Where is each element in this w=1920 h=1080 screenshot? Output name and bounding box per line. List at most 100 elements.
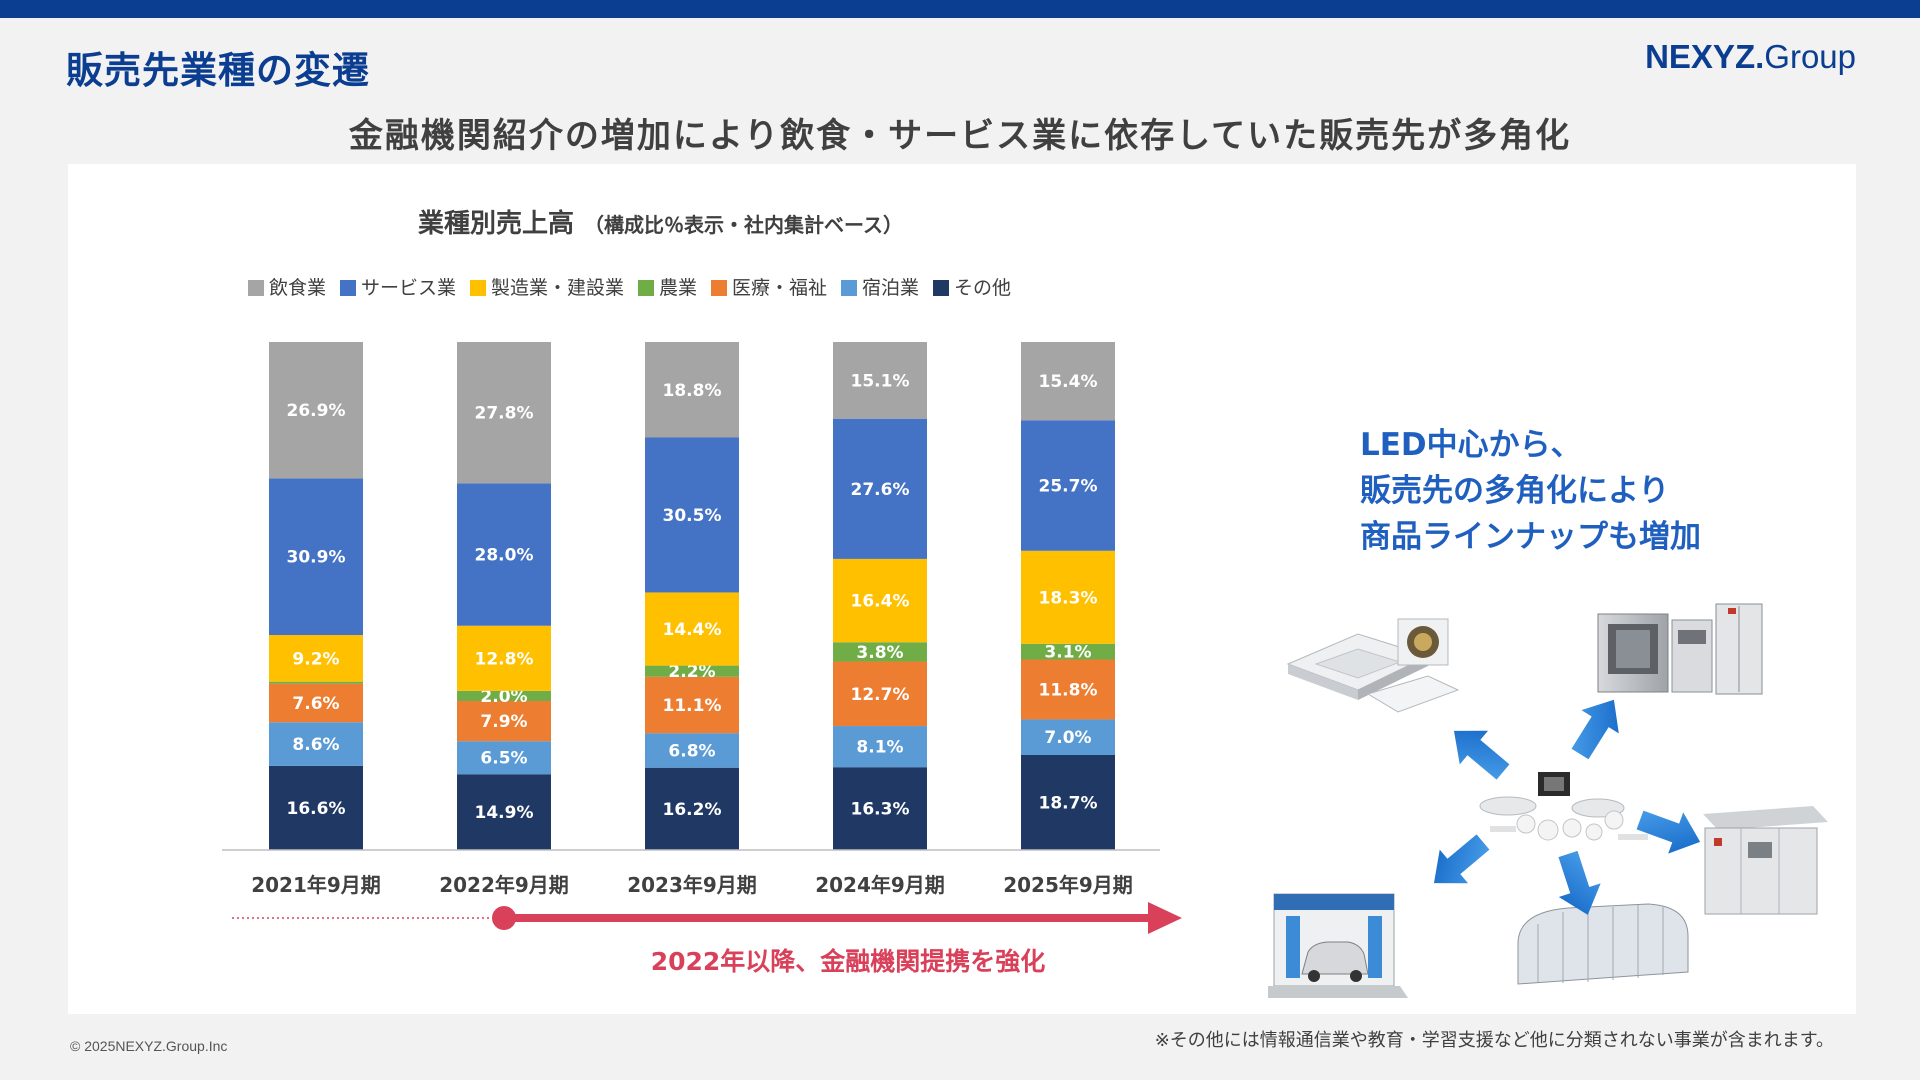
legend-swatch bbox=[638, 280, 654, 296]
bar-segment bbox=[833, 558, 927, 643]
legend-label: 製造業・建設業 bbox=[491, 277, 624, 299]
legend-swatch bbox=[248, 280, 264, 296]
data-label: 7.6% bbox=[292, 694, 339, 714]
bar-segment bbox=[1021, 550, 1115, 644]
data-label: 15.4% bbox=[1039, 372, 1098, 392]
logo-main: NEXYZ. bbox=[1645, 38, 1765, 75]
data-label: 27.8% bbox=[475, 404, 534, 424]
data-label: 18.8% bbox=[663, 381, 722, 401]
data-label: 11.8% bbox=[1039, 680, 1098, 700]
kitchen-equipment-icon bbox=[1597, 603, 1763, 695]
bar-segment bbox=[457, 342, 551, 484]
data-label: 3.8% bbox=[856, 643, 903, 663]
data-label: 28.0% bbox=[475, 546, 534, 566]
bar-segment bbox=[645, 665, 739, 677]
x-tick-label: 2024年9月期 bbox=[815, 873, 945, 897]
timeline-start-dot bbox=[492, 906, 516, 930]
data-label: 27.6% bbox=[851, 480, 910, 500]
bar-segment bbox=[269, 765, 363, 850]
bar-segment bbox=[645, 733, 739, 768]
legend-label: サービス業 bbox=[361, 277, 456, 299]
bar-segment bbox=[269, 683, 363, 723]
timeline-arrowhead bbox=[1148, 902, 1182, 934]
bar-segment bbox=[1021, 420, 1115, 551]
bar-segment bbox=[833, 726, 927, 768]
bar-segment bbox=[457, 690, 551, 702]
bar-segment bbox=[1021, 659, 1115, 720]
x-tick-label: 2022年9月期 bbox=[439, 873, 569, 897]
data-label: 11.1% bbox=[663, 696, 722, 716]
bar-segment bbox=[457, 625, 551, 691]
data-label: 26.9% bbox=[287, 401, 346, 421]
legend-swatch bbox=[933, 280, 949, 296]
legend-label: その他 bbox=[954, 277, 1011, 299]
arrow-to-cabinet-icon bbox=[1636, 810, 1701, 854]
x-tick-label: 2023年9月期 bbox=[627, 873, 757, 897]
data-label: 16.3% bbox=[851, 800, 910, 820]
data-label: 14.4% bbox=[663, 620, 722, 640]
electrical-cabinet-icon bbox=[1703, 806, 1828, 915]
car-wash-icon bbox=[1268, 893, 1408, 998]
bar-segment bbox=[645, 342, 739, 438]
logo: NEXYZ.Group bbox=[1645, 38, 1856, 76]
bar-segment bbox=[833, 642, 927, 662]
data-label: 16.6% bbox=[287, 799, 346, 819]
bar-segment bbox=[269, 635, 363, 682]
data-label: 30.5% bbox=[663, 506, 722, 526]
air-conditioner-icon bbox=[1286, 618, 1460, 713]
led-products-icon bbox=[1479, 772, 1648, 841]
data-label: 8.6% bbox=[292, 735, 339, 755]
legend-swatch bbox=[340, 280, 356, 296]
data-label: 15.1% bbox=[851, 371, 910, 391]
callout-line: 商品ラインナップも増加 bbox=[1360, 519, 1701, 555]
legend-label: 医療・福祉 bbox=[732, 277, 827, 299]
bar-segment bbox=[269, 478, 363, 636]
data-label: 14.9% bbox=[475, 803, 534, 823]
bar-segment bbox=[1021, 755, 1115, 850]
legend-swatch bbox=[470, 280, 486, 296]
bar-segment bbox=[833, 342, 927, 419]
data-label: 25.7% bbox=[1039, 477, 1098, 497]
timeline-label: 2022年以降、金融機関提携を強化 bbox=[651, 947, 1046, 976]
chart-subtitle: （構成比％表示・社内集計ベース） bbox=[584, 213, 903, 237]
x-tick-label: 2025年9月期 bbox=[1003, 873, 1133, 897]
page-subtitle: 金融機関紹介の増加により飲食・サービス業に依存していた販売先が多角化 bbox=[348, 116, 1572, 156]
callout-line: 販売先の多角化により bbox=[1360, 473, 1670, 509]
bar-segment bbox=[1021, 342, 1115, 421]
data-label: 18.7% bbox=[1039, 794, 1098, 814]
logo-group: Group bbox=[1764, 38, 1856, 75]
bar-segment bbox=[645, 767, 739, 850]
data-label: 6.8% bbox=[668, 741, 715, 761]
bar-segment bbox=[269, 342, 363, 479]
legend-swatch bbox=[841, 280, 857, 296]
data-label: 18.3% bbox=[1039, 588, 1098, 608]
arrow-to-car-wash-icon bbox=[1433, 834, 1490, 884]
data-label: 12.7% bbox=[851, 685, 910, 705]
arrow-to-kitchen-icon bbox=[1571, 699, 1619, 760]
data-label: 6.5% bbox=[480, 749, 527, 769]
bar-segment bbox=[645, 592, 739, 666]
product-illustration bbox=[1268, 603, 1828, 998]
data-label: 30.9% bbox=[287, 548, 346, 568]
greenhouse-icon bbox=[1517, 903, 1689, 985]
bar-segment bbox=[833, 661, 927, 727]
footnote: ※その他には情報通信業や教育・学習支援など他に分類されない事業が含まれます。 bbox=[1154, 1030, 1834, 1051]
data-label: 16.2% bbox=[663, 800, 722, 820]
bar-segment bbox=[457, 483, 551, 626]
data-label: 2.0% bbox=[480, 687, 527, 707]
bar-segment bbox=[457, 741, 551, 775]
legend-label: 宿泊業 bbox=[862, 277, 919, 299]
bar-segment bbox=[833, 767, 927, 850]
data-label: 12.8% bbox=[475, 649, 534, 669]
bar-segment bbox=[457, 774, 551, 850]
data-label: 3.1% bbox=[1044, 643, 1091, 663]
x-tick-label: 2021年9月期 bbox=[251, 873, 381, 897]
legend-swatch bbox=[711, 280, 727, 296]
callout-line: LED中心から、 bbox=[1360, 427, 1582, 463]
callout-text: LED中心から、 販売先の多角化により 商品ラインナップも増加 bbox=[1360, 422, 1701, 560]
bar-segment bbox=[269, 681, 363, 684]
arrow-to-air-conditioner-icon bbox=[1453, 730, 1510, 780]
content-panel: 業種別売上高 （構成比％表示・社内集計ベース） 飲食業 サービス業 製造業・建設業 農業 医… bbox=[68, 164, 1856, 1014]
top-bar bbox=[0, 0, 1920, 18]
page-title: 販売先業種の変遷 bbox=[66, 49, 370, 92]
